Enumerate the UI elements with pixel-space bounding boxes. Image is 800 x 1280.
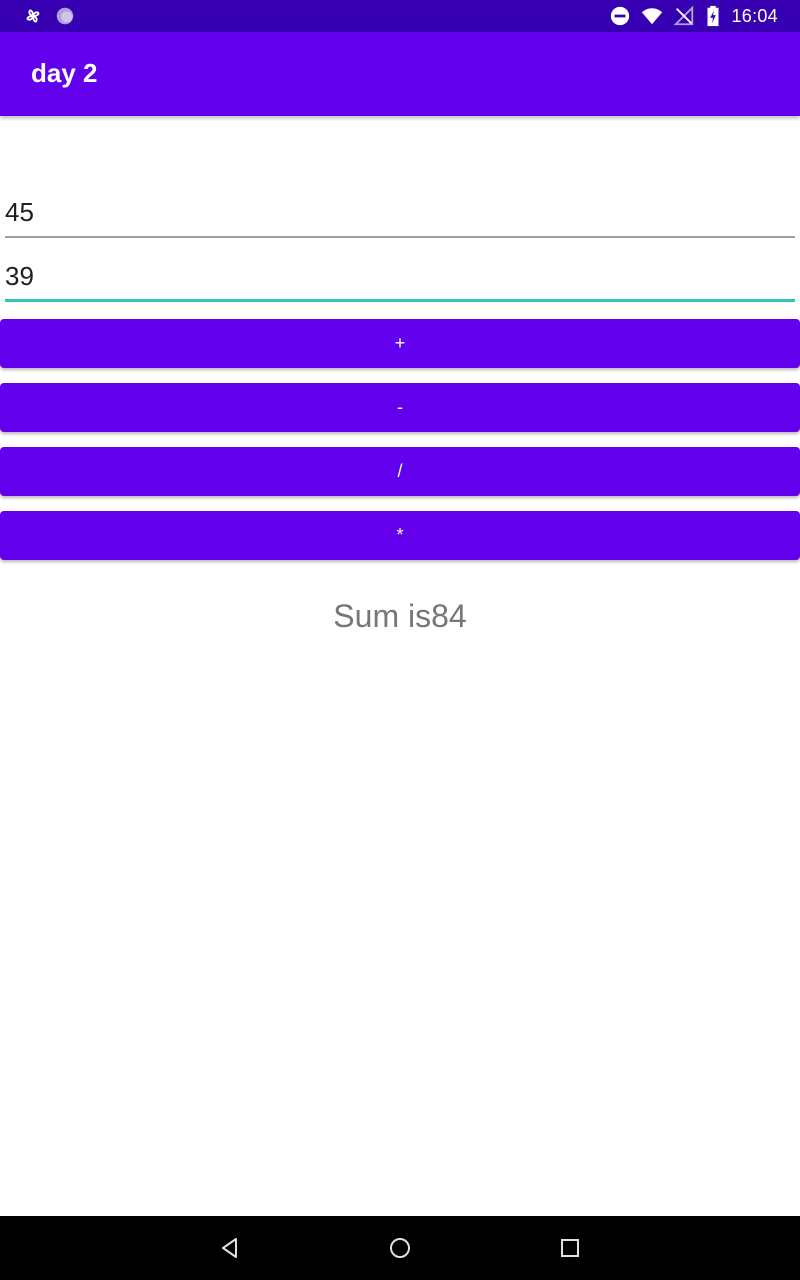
home-icon[interactable] <box>388 1236 412 1260</box>
first-number-underline <box>5 236 795 238</box>
app-bar: day 2 <box>0 32 800 116</box>
circle-notification-icon <box>54 5 76 27</box>
recents-icon[interactable] <box>558 1236 582 1260</box>
first-number-input[interactable] <box>5 192 795 238</box>
divide-button[interactable]: / <box>0 447 800 496</box>
wifi-icon <box>641 5 663 27</box>
add-button[interactable]: + <box>0 319 800 368</box>
second-number-field[interactable] <box>5 256 795 302</box>
pinwheel-icon <box>22 5 44 27</box>
app-title: day 2 <box>31 58 98 88</box>
multiply-button[interactable]: * <box>0 511 800 560</box>
navigation-bar <box>0 1216 800 1280</box>
status-bar-left <box>22 4 76 28</box>
status-bar-right: 16:04 <box>609 4 778 28</box>
battery-charging-icon <box>705 5 721 27</box>
subtract-button[interactable]: - <box>0 383 800 432</box>
status-time: 16:04 <box>731 5 778 26</box>
status-bar: 16:04 <box>0 0 800 32</box>
no-signal-icon <box>673 5 695 27</box>
first-number-field[interactable] <box>5 192 795 238</box>
second-number-underline <box>5 299 795 302</box>
do-not-disturb-icon <box>609 5 631 27</box>
result-text: Sum is84 <box>333 598 467 634</box>
back-icon[interactable] <box>218 1236 242 1260</box>
second-number-input[interactable] <box>5 256 795 302</box>
